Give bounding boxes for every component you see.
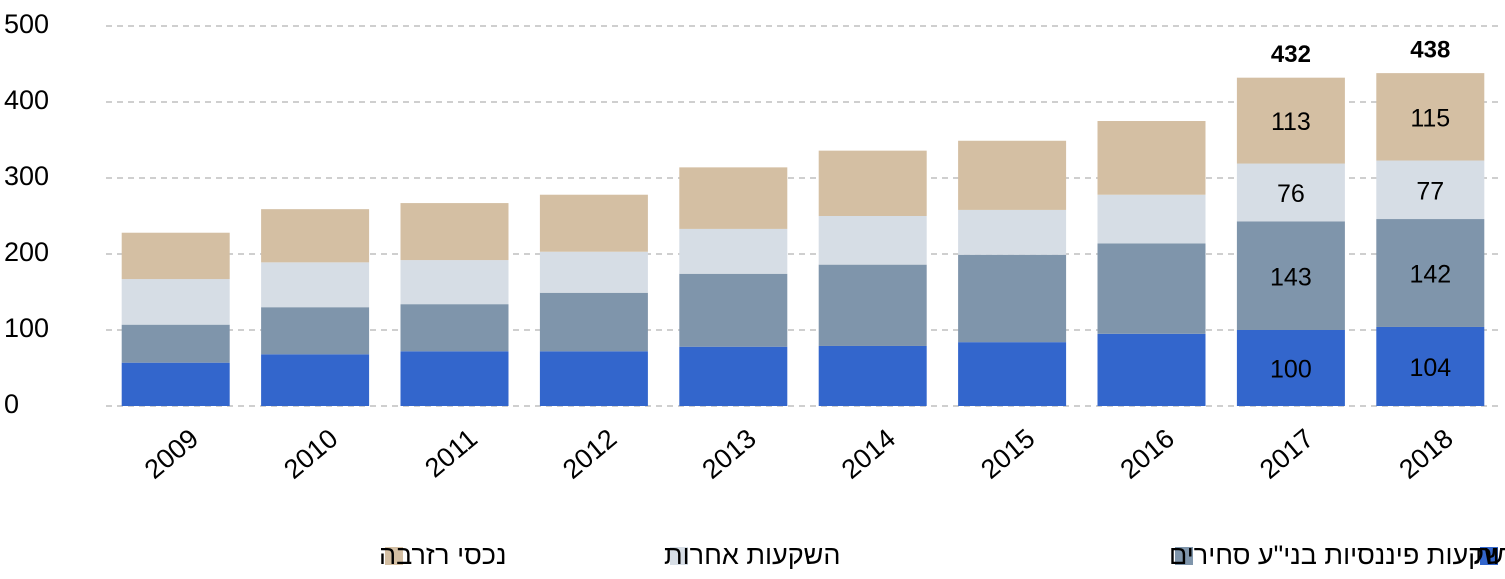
y-tick-label: 500	[4, 9, 49, 39]
y-tick-label: 100	[4, 313, 49, 343]
data-label: 142	[1409, 261, 1451, 289]
bar-segment	[121, 279, 230, 325]
x-tick-label: 2012	[557, 423, 622, 485]
data-label: 77	[1416, 177, 1444, 205]
bar-segment	[539, 351, 648, 406]
bar-segment	[1376, 326, 1485, 406]
x-tick-label: 2014	[836, 423, 901, 485]
bar-segment	[818, 216, 927, 265]
x-tick-label: 2018	[1393, 423, 1458, 485]
y-tick-label: 300	[4, 161, 49, 191]
total-label: 432	[1271, 41, 1311, 68]
bar-segment	[679, 167, 788, 229]
bar-segment	[679, 346, 788, 406]
bar-segment	[121, 362, 230, 406]
legend-label: נכסי רזרבה	[379, 540, 506, 570]
bar-segment	[539, 292, 648, 352]
bar-segment	[1376, 219, 1485, 327]
data-label: 104	[1409, 354, 1451, 382]
bar-segment	[958, 209, 1067, 255]
bar-segment	[679, 273, 788, 347]
bar-segment	[261, 354, 370, 406]
total-label: 438	[1410, 36, 1450, 63]
x-tick-label: 2015	[975, 423, 1040, 485]
bar-segment	[1097, 333, 1206, 406]
x-tick-label: 2011	[419, 423, 483, 483]
bar-segment	[121, 324, 230, 363]
y-tick-label: 400	[4, 85, 49, 115]
bar-segment	[958, 140, 1067, 210]
bar-segment	[400, 260, 509, 305]
legend-swatch	[670, 547, 688, 565]
bar-segment	[400, 304, 509, 352]
y-tick-label: 200	[4, 237, 49, 267]
data-label: 76	[1277, 180, 1305, 208]
x-tick-label: 2013	[696, 423, 761, 485]
x-tick-label: 2017	[1254, 423, 1319, 485]
bar-segment	[400, 203, 509, 261]
bar-segment	[400, 351, 509, 406]
bar-segment	[958, 342, 1067, 406]
bar-segment	[1236, 163, 1345, 222]
bar-segment	[121, 232, 230, 280]
bar-segment	[1097, 243, 1206, 334]
legend-label: השקעות ישירות	[1474, 540, 1505, 570]
bar-segment	[1236, 77, 1345, 164]
bar-segment	[1376, 160, 1485, 220]
data-label: 115	[1410, 104, 1450, 132]
bar-segment	[539, 251, 648, 293]
x-tick-label: 2016	[1115, 423, 1180, 485]
legend-swatch	[1175, 547, 1193, 565]
bar-segment	[818, 345, 927, 406]
legend-label: השקעות אחרות	[664, 540, 840, 570]
bar-segment	[1097, 194, 1206, 244]
bar-segment	[1097, 121, 1206, 195]
bar-segment	[818, 264, 927, 346]
bar-segment	[958, 254, 1067, 343]
bar-segment	[539, 194, 648, 252]
legend-label: השקעות פיננסיות בני"ע סחירים	[1169, 540, 1505, 570]
bar-segment	[261, 262, 370, 308]
x-tick-label: 2009	[139, 423, 204, 485]
x-tick-label: 2010	[278, 423, 343, 485]
legend-swatch	[385, 547, 403, 565]
y-tick-label: 0	[4, 389, 19, 419]
bar-segment	[1236, 221, 1345, 330]
bar-segment	[1236, 330, 1345, 406]
data-label: 100	[1270, 356, 1312, 384]
bar-segment	[679, 228, 788, 274]
legend-swatch	[1480, 547, 1498, 565]
bar-segment	[261, 209, 370, 263]
data-label: 113	[1271, 108, 1311, 136]
bar-segment	[261, 307, 370, 355]
bar-segment	[818, 150, 927, 216]
bar-segment	[1376, 73, 1485, 161]
data-label: 143	[1270, 263, 1312, 291]
